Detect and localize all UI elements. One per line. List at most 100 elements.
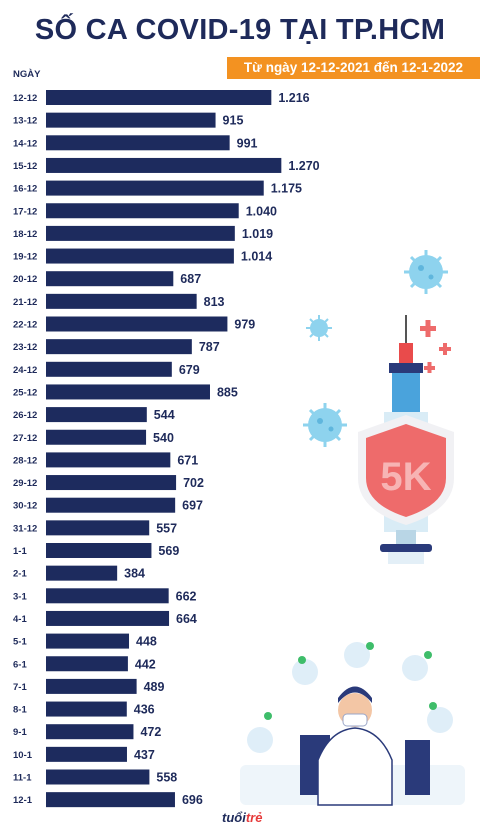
y-axis-label: NGÀY (13, 69, 41, 80)
category-label: 3-1 (13, 591, 27, 602)
bar (46, 316, 228, 332)
category-label: 23-12 (13, 342, 37, 353)
value-label: 885 (217, 385, 238, 399)
plus-icon (420, 320, 451, 373)
bar (46, 724, 134, 740)
category-label: 12-12 (13, 93, 37, 104)
bar (46, 588, 169, 604)
category-label: 1-1 (13, 546, 27, 557)
bar (46, 701, 127, 717)
category-label: 24-12 (13, 365, 37, 376)
bar (46, 497, 176, 513)
value-label: 437 (134, 748, 155, 762)
bar (46, 429, 147, 445)
category-label: 20-12 (13, 274, 37, 285)
category-label: 12-1 (13, 795, 33, 806)
bar (46, 610, 170, 626)
category-label: 29-12 (13, 478, 37, 489)
bar (46, 157, 282, 173)
bar (46, 180, 264, 196)
value-label: 569 (158, 544, 179, 558)
category-label: 16-12 (13, 184, 37, 195)
value-label: 697 (182, 499, 203, 513)
category-label: 14-12 (13, 138, 37, 149)
value-label: 979 (234, 318, 255, 332)
category-label: 26-12 (13, 410, 37, 421)
value-label: 813 (204, 295, 225, 309)
value-label: 1.270 (288, 159, 319, 173)
bar (46, 248, 234, 264)
category-label: 31-12 (13, 523, 37, 534)
date-range-badge: Từ ngày 12-12-2021 đến 12-1-2022 (227, 57, 480, 79)
value-label: 436 (134, 703, 155, 717)
category-label: 30-12 (13, 501, 37, 512)
category-label: 4-1 (13, 614, 27, 625)
value-label: 702 (183, 476, 204, 490)
value-label: 915 (223, 114, 244, 128)
value-label: 472 (140, 725, 161, 739)
category-label: 17-12 (13, 206, 37, 217)
value-label: 558 (156, 771, 177, 785)
bar (46, 90, 272, 105)
bar (46, 633, 130, 649)
category-label: 25-12 (13, 387, 37, 398)
shield-icon: 5K (358, 415, 454, 525)
value-label: 662 (176, 589, 197, 603)
value-label: 991 (237, 136, 258, 150)
value-label: 540 (153, 431, 174, 445)
value-label: 1.175 (271, 182, 302, 196)
category-label: 7-1 (13, 682, 27, 693)
value-label: 696 (182, 793, 203, 807)
value-label: 489 (144, 680, 165, 694)
value-label: 544 (154, 408, 175, 422)
value-label: 679 (179, 363, 200, 377)
bar (46, 543, 152, 558)
value-label: 1.040 (246, 204, 277, 218)
category-label: 28-12 (13, 455, 37, 466)
category-label: 27-12 (13, 433, 37, 444)
value-label: 442 (135, 657, 156, 671)
category-label: 5-1 (13, 637, 27, 648)
category-label: 22-12 (13, 320, 37, 331)
virus-icon (303, 403, 347, 447)
category-label: 13-12 (13, 116, 37, 127)
bar (46, 225, 235, 241)
value-label: 664 (176, 612, 197, 626)
bar (46, 769, 150, 785)
bar (46, 361, 172, 377)
bar (46, 475, 177, 491)
bar (46, 792, 175, 808)
doctor-illustration (240, 642, 465, 806)
bar (46, 452, 171, 468)
category-label: 11-1 (13, 773, 32, 784)
bar (46, 271, 174, 287)
category-label: 2-1 (13, 569, 27, 580)
value-label: 384 (124, 567, 145, 581)
bar (46, 203, 239, 219)
bar (46, 678, 137, 694)
value-label: 671 (177, 453, 198, 467)
value-label: 787 (199, 340, 220, 354)
bar (46, 339, 192, 355)
bar (46, 520, 150, 536)
value-label: 1.019 (242, 227, 273, 241)
bar (46, 746, 127, 762)
category-label: 18-12 (13, 229, 37, 240)
category-label: 6-1 (13, 659, 27, 670)
category-label: 8-1 (13, 705, 27, 716)
bar (46, 565, 118, 581)
value-label: 448 (136, 635, 157, 649)
page-title: SỐ CA COVID-19 TẠI TP.HCM (34, 14, 446, 46)
bar (46, 407, 147, 423)
category-label: 19-12 (13, 252, 37, 263)
bar (46, 112, 216, 128)
value-label: 687 (180, 272, 201, 286)
value-label: 1.014 (241, 250, 272, 264)
bar (46, 656, 128, 672)
category-label: 9-1 (13, 727, 27, 738)
value-label: 1.216 (278, 91, 309, 105)
virus-icon (404, 250, 448, 294)
virus-icon (306, 315, 332, 341)
category-label: 10-1 (13, 750, 33, 761)
